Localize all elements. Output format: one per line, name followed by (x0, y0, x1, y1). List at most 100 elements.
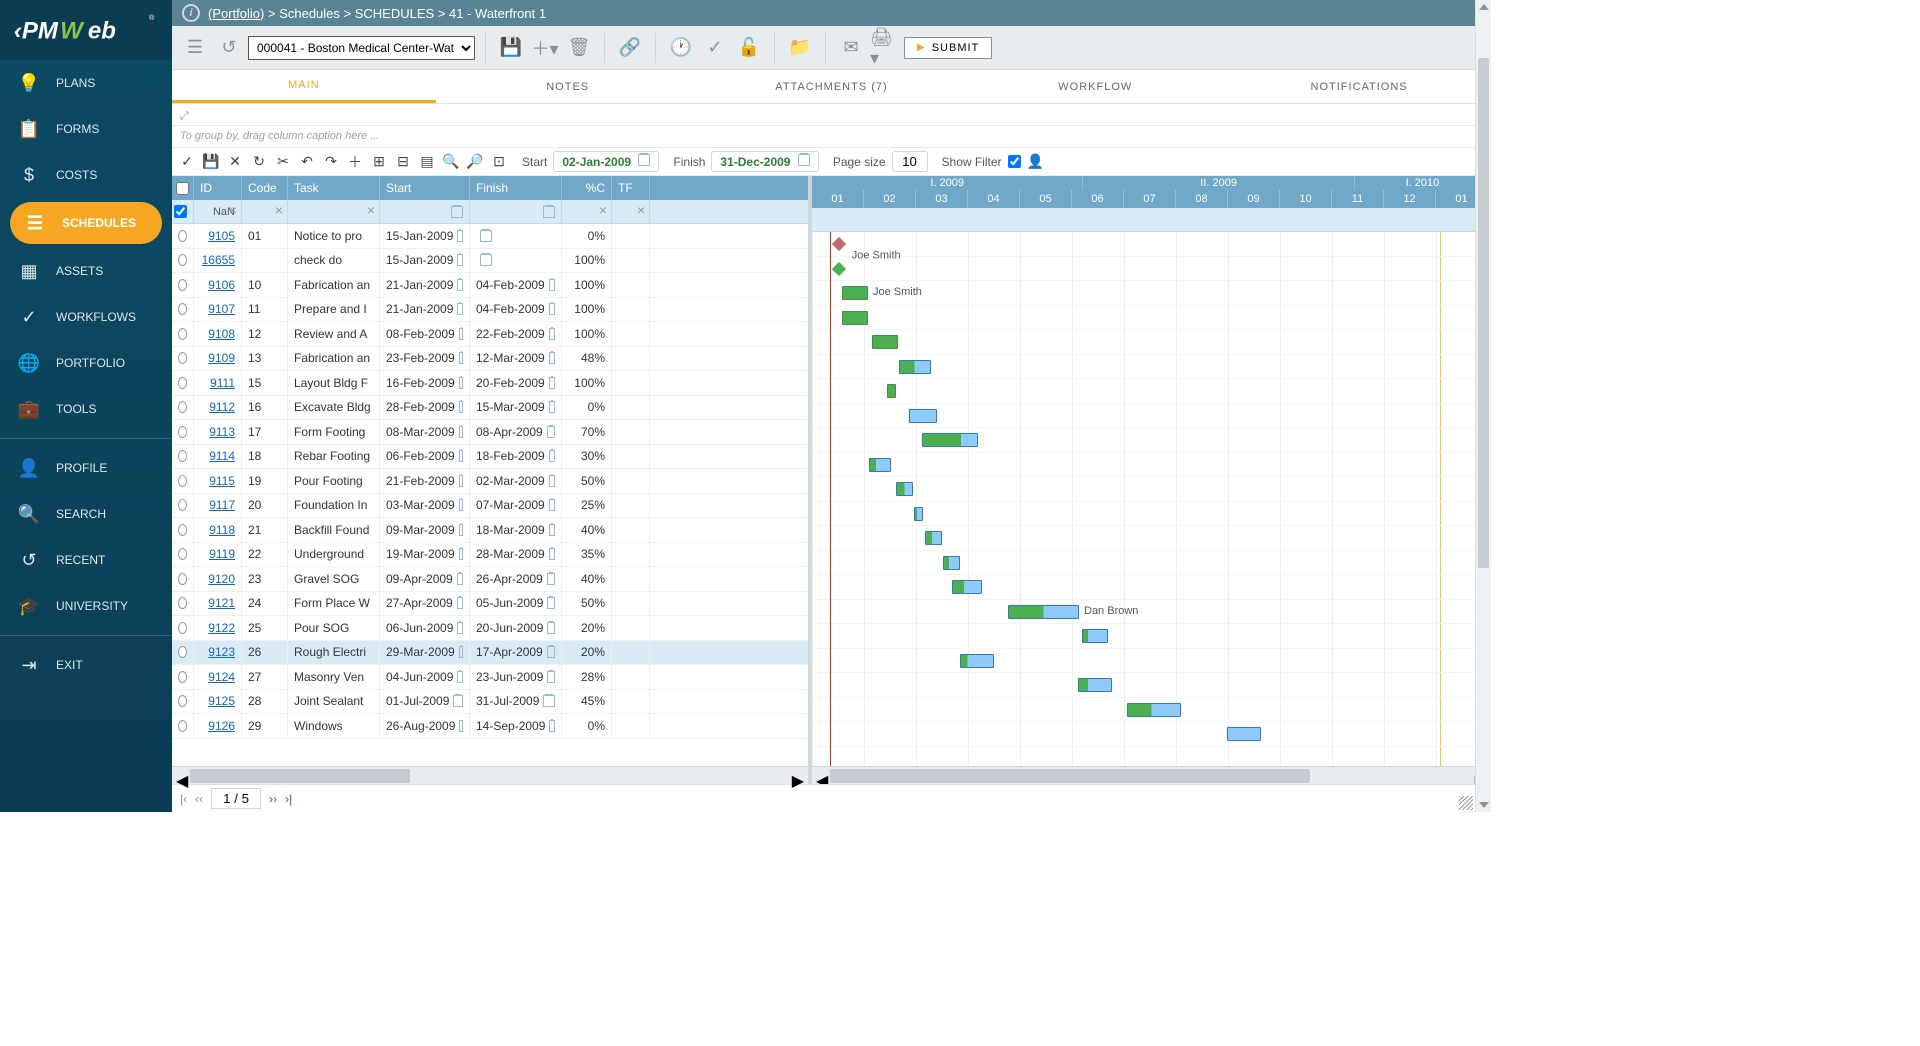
tab-main[interactable]: MAIN (172, 70, 436, 103)
row-id-link[interactable]: 9109 (208, 351, 235, 365)
row-id-link[interactable]: 9114 (209, 449, 235, 463)
check-icon[interactable]: ✓ (178, 153, 196, 171)
row-radio[interactable] (178, 646, 187, 658)
email-icon[interactable]: ✉ (836, 33, 866, 63)
table-row[interactable]: 912629Windows26-Aug-2009 14-Sep-2009 0% (172, 714, 808, 739)
unlock-icon[interactable]: 🔓 (734, 33, 764, 63)
row-radio[interactable] (178, 573, 187, 585)
sidebar-item-exit[interactable]: ⇥EXIT (0, 642, 172, 688)
table-row[interactable]: 910812Review and A08-Feb-2009 22-Feb-200… (172, 322, 808, 347)
add-icon[interactable]: ＋▾ (530, 33, 560, 63)
pager-last[interactable]: ›| (285, 792, 292, 806)
milestone-diamond[interactable] (832, 261, 846, 275)
row-id-link[interactable]: 9124 (208, 670, 235, 684)
row-radio[interactable] (178, 695, 187, 707)
detail-icon[interactable]: ▤ (418, 153, 436, 171)
history-icon[interactable]: ↺ (214, 33, 244, 63)
milestone-diamond[interactable]: Joe Smith (832, 237, 846, 251)
sidebar-item-university[interactable]: 🎓UNIVERSITY (0, 583, 172, 629)
row-radio[interactable] (178, 450, 187, 462)
grid-hscroll[interactable]: ◀▶ (172, 766, 808, 784)
row-id-link[interactable]: 9118 (209, 523, 235, 537)
row-radio[interactable] (178, 622, 187, 634)
row-id-link[interactable]: 9105 (208, 229, 235, 243)
table-row[interactable]: 912528Joint Sealant01-Jul-2009 31-Jul-20… (172, 690, 808, 715)
save-icon[interactable]: 💾 (496, 33, 526, 63)
gantt-bar[interactable] (952, 580, 982, 594)
table-row[interactable]: 911115Layout Bldg F16-Feb-2009 20-Feb-20… (172, 371, 808, 396)
sidebar-item-forms[interactable]: 📋FORMS (0, 106, 172, 152)
row-radio[interactable] (178, 328, 187, 340)
info-icon[interactable]: i (182, 4, 200, 22)
sidebar-item-tools[interactable]: 💼TOOLS (0, 386, 172, 432)
refresh-icon[interactable]: ↻ (250, 153, 268, 171)
row-id-link[interactable]: 9120 (208, 572, 235, 586)
table-row[interactable]: 911922Underground19-Mar-2009 28-Mar-2009… (172, 543, 808, 568)
resize-handle[interactable] (1459, 796, 1473, 810)
table-row[interactable]: 910501Notice to pro15-Jan-2009 0% (172, 224, 808, 249)
table-row[interactable]: 912124Form Place W27-Apr-2009 05-Jun-200… (172, 592, 808, 617)
row-radio[interactable] (178, 279, 187, 291)
pagesize-input[interactable] (892, 151, 928, 172)
col-code[interactable]: Code (242, 176, 288, 200)
gantt-bar[interactable] (943, 556, 960, 570)
start-date[interactable]: 02-Jan-2009 (553, 151, 659, 172)
gantt-bar[interactable] (1227, 727, 1261, 741)
clock-icon[interactable]: 🕐 (666, 33, 696, 63)
row-radio[interactable] (178, 524, 187, 536)
table-row[interactable]: 16655check do15-Jan-2009 100% (172, 249, 808, 274)
row-id-link[interactable]: 9111 (210, 376, 235, 390)
row-radio[interactable] (178, 426, 187, 438)
col-tf[interactable]: TF (612, 176, 650, 200)
sidebar-item-plans[interactable]: 💡PLANS (0, 60, 172, 106)
col-task[interactable]: Task (288, 176, 380, 200)
table-row[interactable]: 912225Pour SOG06-Jun-2009 20-Jun-2009 20… (172, 616, 808, 641)
col-start[interactable]: Start (380, 176, 470, 200)
row-id-link[interactable]: 9106 (208, 278, 235, 292)
pager-input[interactable] (211, 788, 261, 809)
sidebar-item-portfolio[interactable]: 🌐PORTFOLIO (0, 340, 172, 386)
table-row[interactable]: 910913Fabrication an23-Feb-2009 12-Mar-2… (172, 347, 808, 372)
row-radio[interactable] (178, 548, 187, 560)
col-finish[interactable]: Finish (470, 176, 562, 200)
row-id-link[interactable]: 9108 (208, 327, 235, 341)
submit-button[interactable]: SUBMIT (904, 37, 992, 59)
table-row[interactable]: 912023Gravel SOG09-Apr-2009 26-Apr-2009 … (172, 567, 808, 592)
gantt-bar[interactable] (960, 654, 994, 668)
col-pct[interactable]: %C (562, 176, 612, 200)
bc-portfolio[interactable]: (Portfolio) (208, 6, 264, 21)
col-id[interactable]: ID (194, 176, 242, 200)
row-id-link[interactable]: 9123 (208, 645, 235, 659)
sidebar-item-costs[interactable]: $COSTS (0, 152, 172, 198)
window-scrollbar[interactable] (1475, 0, 1491, 812)
gantt-hscroll[interactable]: ◀▶ (812, 766, 1491, 784)
table-row[interactable]: 911216Excavate Bldg28-Feb-2009 15-Mar-20… (172, 396, 808, 421)
row-radio[interactable] (178, 597, 187, 609)
tab-notifications[interactable]: NOTIFICATIONS (1227, 70, 1491, 103)
gantt-bar[interactable] (1082, 629, 1108, 643)
delete-icon[interactable]: 🗑 (564, 33, 594, 63)
gantt-bar[interactable] (872, 335, 898, 349)
row-radio[interactable] (178, 230, 187, 242)
gantt-bar[interactable] (869, 458, 891, 472)
row-radio[interactable] (178, 499, 187, 511)
row-id-link[interactable]: 9107 (208, 302, 235, 316)
row-radio[interactable] (178, 377, 187, 389)
plus-icon[interactable]: ＋ (346, 153, 364, 171)
table-row[interactable]: 911821Backfill Found09-Mar-2009 18-Mar-2… (172, 518, 808, 543)
redo-icon[interactable]: ↷ (322, 153, 340, 171)
filter-check[interactable] (174, 205, 187, 218)
showfilter-checkbox[interactable] (1008, 155, 1021, 168)
table-row[interactable]: 912427Masonry Ven04-Jun-2009 23-Jun-2009… (172, 665, 808, 690)
close-icon[interactable]: ✕ (226, 153, 244, 171)
row-radio[interactable] (178, 254, 187, 266)
row-id-link[interactable]: 9113 (209, 425, 235, 439)
gantt-bar[interactable] (922, 433, 978, 447)
sidebar-item-search[interactable]: 🔍SEARCH (0, 491, 172, 537)
row-id-link[interactable]: 9112 (209, 400, 235, 414)
collapse-icon[interactable]: ⊟ (394, 153, 412, 171)
table-row[interactable]: 911418Rebar Footing06-Feb-2009 18-Feb-20… (172, 445, 808, 470)
table-row[interactable]: 910610Fabrication an21-Jan-2009 04-Feb-2… (172, 273, 808, 298)
gantt-bar[interactable] (925, 531, 942, 545)
table-row[interactable]: 912326Rough Electri29-Mar-2009 17-Apr-20… (172, 641, 808, 666)
